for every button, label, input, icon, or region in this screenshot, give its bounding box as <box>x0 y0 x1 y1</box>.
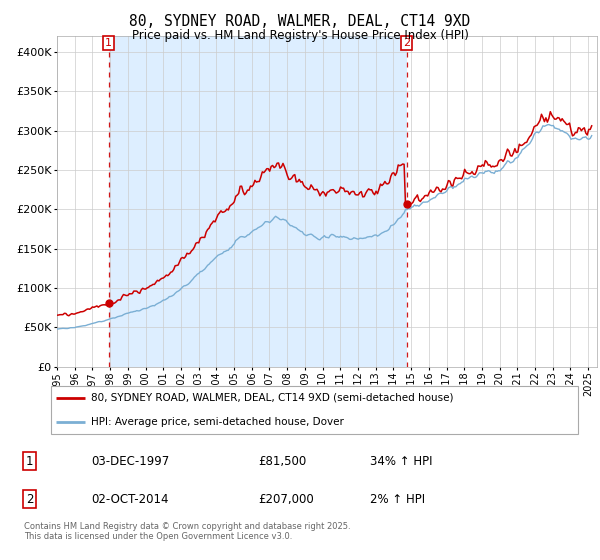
Text: HPI: Average price, semi-detached house, Dover: HPI: Average price, semi-detached house,… <box>91 417 344 427</box>
FancyBboxPatch shape <box>50 386 578 434</box>
Text: Price paid vs. HM Land Registry's House Price Index (HPI): Price paid vs. HM Land Registry's House … <box>131 29 469 42</box>
Bar <box>109 36 407 367</box>
Text: £207,000: £207,000 <box>259 493 314 506</box>
Text: 34% ↑ HPI: 34% ↑ HPI <box>370 455 433 468</box>
Text: 2: 2 <box>403 38 410 48</box>
Text: 80, SYDNEY ROAD, WALMER, DEAL, CT14 9XD: 80, SYDNEY ROAD, WALMER, DEAL, CT14 9XD <box>130 14 470 29</box>
Text: 02-OCT-2014: 02-OCT-2014 <box>91 493 169 506</box>
Text: 2% ↑ HPI: 2% ↑ HPI <box>370 493 425 506</box>
Text: 03-DEC-1997: 03-DEC-1997 <box>91 455 169 468</box>
Text: 2: 2 <box>26 493 34 506</box>
Text: Contains HM Land Registry data © Crown copyright and database right 2025.
This d: Contains HM Land Registry data © Crown c… <box>24 522 350 542</box>
Text: 1: 1 <box>105 38 112 48</box>
Text: £81,500: £81,500 <box>259 455 307 468</box>
Text: 80, SYDNEY ROAD, WALMER, DEAL, CT14 9XD (semi-detached house): 80, SYDNEY ROAD, WALMER, DEAL, CT14 9XD … <box>91 393 453 403</box>
Text: 1: 1 <box>26 455 34 468</box>
